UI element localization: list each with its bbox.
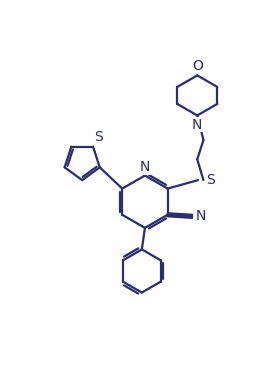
- Text: N: N: [192, 118, 203, 132]
- Text: N: N: [196, 209, 206, 223]
- Text: O: O: [192, 59, 203, 73]
- Text: N: N: [140, 160, 150, 174]
- Text: S: S: [206, 173, 215, 187]
- Text: S: S: [95, 130, 103, 144]
